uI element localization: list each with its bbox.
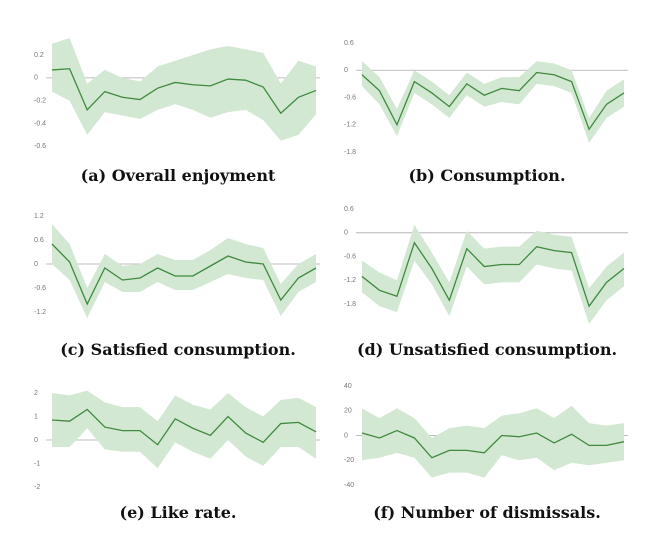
line: [361, 429, 625, 459]
line: [361, 71, 625, 131]
y-tick-label: -0.6: [34, 143, 46, 150]
y-tick-label: 40: [344, 383, 352, 390]
y-tick-label: 0: [344, 230, 348, 237]
y-tick-label: -0.6: [344, 94, 356, 101]
line: [51, 408, 317, 446]
y-tick-label: 1: [34, 413, 38, 420]
y-tick-label: -1: [34, 460, 40, 467]
y-tick-label: 0: [34, 75, 38, 82]
confidence-band: [362, 405, 624, 478]
confidence-band: [52, 224, 316, 318]
caption: (b) Consumption.: [408, 166, 565, 185]
caption: (f) Number of dismissals.: [373, 503, 601, 522]
y-tick-label: -1.2: [344, 122, 356, 129]
y-tick-label: 0.2: [34, 52, 44, 59]
y-tick-label: 0.6: [34, 237, 44, 244]
y-tick-label: -40: [344, 482, 354, 489]
y-tick-label: -20: [344, 457, 354, 464]
y-tick-label: -1.2: [34, 309, 46, 316]
y-tick-label: 0: [34, 261, 38, 268]
confidence-band: [362, 61, 624, 143]
y-tick-label: -0.6: [34, 285, 46, 292]
y-tick-label: 0.6: [344, 40, 354, 47]
y-tick-label: -0.6: [344, 253, 356, 260]
y-tick-label: 0.6: [344, 206, 354, 213]
y-tick-label: 0: [344, 432, 348, 439]
y-tick-label: 1.2: [34, 213, 44, 220]
y-tick-label: 0: [344, 67, 348, 74]
y-tick-label: 2: [34, 390, 38, 397]
line: [361, 241, 625, 308]
confidence-band: [362, 224, 624, 325]
y-tick-label: -2: [34, 484, 40, 491]
line: [51, 68, 317, 115]
caption: (c) Satisfied consumption.: [60, 340, 296, 359]
y-tick-label: -0.4: [34, 120, 46, 127]
y-tick-label: 0: [34, 437, 38, 444]
y-tick-label: -1.8: [344, 301, 356, 308]
y-tick-label: -1.8: [344, 149, 356, 156]
caption: (a) Overall enjoyment: [81, 166, 276, 185]
confidence-band: [52, 390, 316, 469]
y-tick-label: 20: [344, 408, 352, 415]
y-tick-label: -0.2: [34, 98, 46, 105]
caption: (d) Unsatisfied consumption.: [357, 340, 617, 359]
confidence-band: [52, 38, 316, 141]
y-tick-label: -1.2: [344, 277, 356, 284]
line: [51, 243, 317, 306]
caption: (e) Like rate.: [120, 503, 237, 522]
